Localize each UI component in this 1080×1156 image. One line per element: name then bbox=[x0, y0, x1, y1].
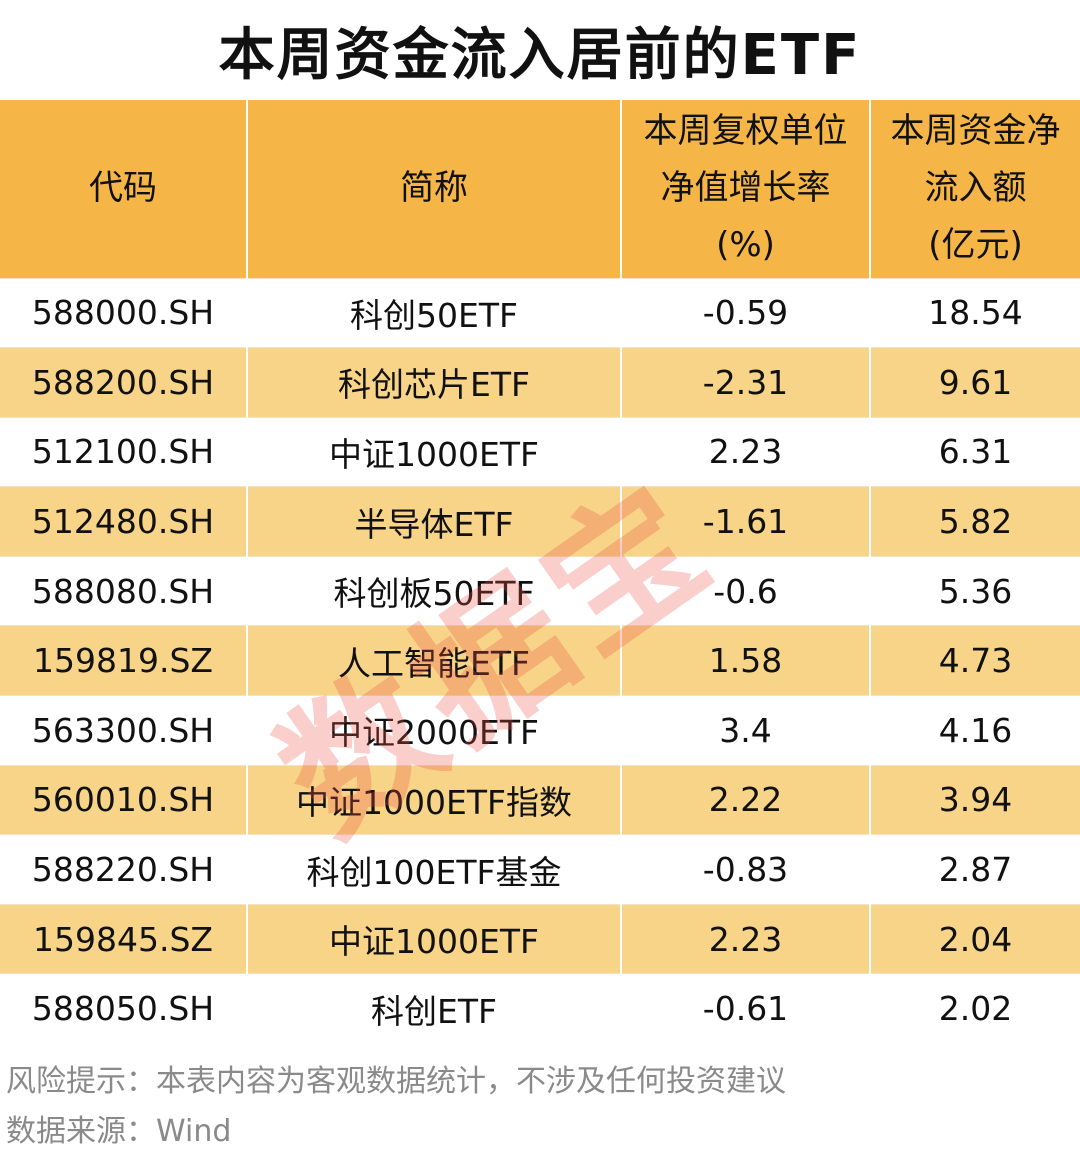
cell-nav-growth: 2.23 bbox=[621, 417, 871, 487]
cell-code: 159845.SZ bbox=[0, 904, 248, 974]
cell-code: 512100.SH bbox=[0, 417, 248, 487]
cell-name: 科创100ETF基金 bbox=[247, 834, 622, 905]
cell-code: 588220.SH bbox=[0, 834, 248, 905]
table-row: 512480.SH 半导体ETF -1.61 5.82 bbox=[0, 486, 1080, 557]
header-nav-growth-line-1: 本周复权单位 bbox=[643, 111, 848, 152]
cell-net-inflow: 5.82 bbox=[938, 502, 1013, 542]
cell-code: 512480.SH bbox=[0, 486, 248, 557]
cell-nav-growth: -0.59 bbox=[621, 278, 871, 348]
cell-code: 588000.SH bbox=[0, 278, 248, 348]
cell-name: 中证1000ETF指数 bbox=[247, 765, 622, 835]
header-nav-growth-line-2: 净值增长率 bbox=[660, 168, 831, 209]
table-row: 588050.SH 科创ETF -0.61 2.02 bbox=[0, 973, 1080, 1044]
header-code-line: 代码 bbox=[89, 168, 157, 209]
cell-name: 中证2000ETF bbox=[247, 695, 622, 766]
header-net-inflow-line-2: 流入额 bbox=[924, 168, 1027, 209]
cell-nav-growth: 3.4 bbox=[621, 695, 871, 766]
cell-code: 563300.SH bbox=[0, 695, 248, 766]
cell-code: 588200.SH bbox=[0, 347, 248, 418]
cell-nav-growth: -2.31 bbox=[621, 347, 871, 418]
cell-code: 560010.SH bbox=[0, 765, 248, 835]
cell-net-inflow: 18.54 bbox=[928, 293, 1023, 333]
table-row: 159819.SZ 人工智能ETF 1.58 4.73 bbox=[0, 625, 1080, 696]
cell-name: 人工智能ETF bbox=[247, 625, 622, 696]
cell-net-inflow: 6.31 bbox=[938, 432, 1013, 472]
cell-code: 159819.SZ bbox=[0, 625, 248, 696]
cell-name: 半导体ETF bbox=[247, 486, 622, 557]
cell-net-inflow: 2.02 bbox=[938, 989, 1013, 1029]
cell-code: 588080.SH bbox=[0, 556, 248, 626]
cell-nav-growth: 1.58 bbox=[621, 625, 871, 696]
table-body: 588000.SH 科创50ETF -0.59 18.54 588200.SH 科创芯片E… bbox=[0, 278, 1080, 1044]
data-source: 数据来源：Wind bbox=[6, 1114, 232, 1149]
header-nav-growth: 本周复权单位 净值增长率 (%) bbox=[621, 100, 871, 278]
header-name-line: 简称 bbox=[400, 168, 468, 209]
cell-nav-growth: 2.22 bbox=[621, 765, 871, 835]
cell-name: 科创50ETF bbox=[247, 278, 622, 348]
table-row: 588080.SH 科创板50ETF -0.6 5.36 bbox=[0, 556, 1080, 626]
cell-nav-growth: -1.61 bbox=[621, 486, 871, 557]
cell-name: 中证1000ETF bbox=[247, 904, 622, 974]
cell-net-inflow: 2.87 bbox=[938, 850, 1013, 890]
table-row: 159845.SZ 中证1000ETF 2.23 2.04 bbox=[0, 904, 1080, 974]
table-row: 563300.SH 中证2000ETF 3.4 4.16 bbox=[0, 695, 1080, 766]
header-net-inflow-line-1: 本周资金净 bbox=[890, 111, 1061, 152]
cell-name: 科创板50ETF bbox=[247, 556, 622, 626]
cell-code: 588050.SH bbox=[0, 973, 248, 1044]
cell-nav-growth: -0.6 bbox=[621, 556, 871, 626]
header-name: 简称 bbox=[247, 100, 622, 278]
cell-nav-growth: 2.23 bbox=[621, 904, 871, 974]
cell-net-inflow: 9.61 bbox=[938, 362, 1013, 402]
cell-net-inflow: 5.36 bbox=[938, 571, 1013, 611]
table-row: 588220.SH 科创100ETF基金 -0.83 2.87 bbox=[0, 834, 1080, 905]
table-header-row: 代码 简称 本周复权单位 净值增长率 (%) 本周资金净 流入额 (亿元) bbox=[0, 100, 1080, 278]
cell-net-inflow: 2.04 bbox=[938, 919, 1013, 959]
cell-name: 中证1000ETF bbox=[247, 417, 622, 487]
page-title: 本周资金流入居前的ETF bbox=[218, 22, 862, 88]
table-row: 588200.SH 科创芯片ETF -2.31 9.61 bbox=[0, 347, 1080, 418]
header-code: 代码 bbox=[0, 100, 248, 278]
table-row: 560010.SH 中证1000ETF指数 2.22 3.94 bbox=[0, 765, 1080, 835]
header-net-inflow: 本周资金净 流入额 (亿元) bbox=[870, 100, 1080, 278]
table-row: 512100.SH 中证1000ETF 2.23 6.31 bbox=[0, 417, 1080, 487]
cell-name: 科创ETF bbox=[247, 973, 622, 1044]
cell-net-inflow: 4.16 bbox=[938, 710, 1013, 750]
cell-nav-growth: -0.61 bbox=[621, 973, 871, 1044]
cell-net-inflow: 3.94 bbox=[938, 780, 1013, 820]
cell-nav-growth: -0.83 bbox=[621, 834, 871, 905]
table-row: 588000.SH 科创50ETF -0.59 18.54 bbox=[0, 278, 1080, 348]
cell-name: 科创芯片ETF bbox=[247, 347, 622, 418]
cell-net-inflow: 4.73 bbox=[938, 641, 1013, 681]
header-nav-growth-line-3: (%) bbox=[716, 225, 775, 266]
risk-disclaimer: 风险提示：本表内容为客观数据统计，不涉及任何投资建议 bbox=[6, 1064, 786, 1099]
etf-table: 代码 简称 本周复权单位 净值增长率 (%) 本周资金净 流入额 (亿元) 58… bbox=[0, 100, 1080, 1044]
header-net-inflow-line-3: (亿元) bbox=[928, 225, 1023, 266]
